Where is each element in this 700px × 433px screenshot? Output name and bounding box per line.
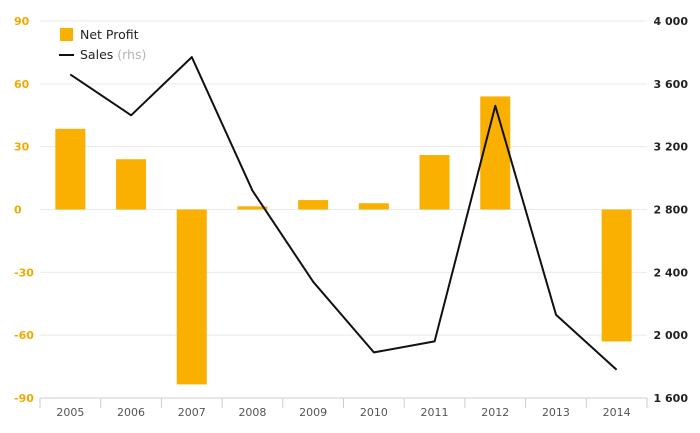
- bar-net-profit: [55, 128, 86, 210]
- sales-line-series: [69, 56, 618, 371]
- y-right-tick-label: 3 200: [654, 141, 689, 154]
- x-tick-label: 2007: [178, 406, 206, 419]
- net-profit-bars: [55, 96, 632, 385]
- bar-net-profit: [480, 96, 511, 210]
- y-right-tick-label: 2 000: [654, 329, 689, 342]
- bar-net-profit: [298, 200, 329, 210]
- bar-net-profit: [358, 203, 389, 210]
- y-left-tick-label: 0: [14, 204, 22, 217]
- y-left-tick-label: 60: [14, 78, 30, 91]
- x-tick-label: 2010: [360, 406, 388, 419]
- x-tick-label: 2009: [299, 406, 327, 419]
- bar-net-profit: [237, 206, 268, 210]
- bar-net-profit: [176, 209, 207, 385]
- legend-net-profit-swatch: [60, 28, 73, 41]
- bar-net-profit: [116, 159, 147, 210]
- y-left-tick-label: -30: [14, 266, 34, 279]
- x-tick-label: 2014: [603, 406, 631, 419]
- y-left-tick-label: 30: [14, 141, 30, 154]
- y-right-tick-label: 3 600: [654, 78, 689, 91]
- y-left-tick-label: -90: [14, 392, 34, 405]
- x-tick-label: 2006: [117, 406, 145, 419]
- legend-net-profit-label: Net Profit: [80, 27, 139, 42]
- y-right-tick-label: 2 800: [654, 204, 689, 217]
- x-tick-label: 2008: [238, 406, 266, 419]
- legend-sales-label: Sales: [80, 47, 113, 62]
- y-left-tick-label: -60: [14, 329, 34, 342]
- y-right-tick-label: 2 400: [654, 266, 689, 279]
- y-right-tick-label: 1 600: [654, 392, 689, 405]
- bar-net-profit: [601, 209, 632, 342]
- axes: 90 60 30 0 -30 -60 -90 4 000 3 600 3 200 2 800 2 40…: [14, 15, 688, 419]
- x-tick-label: 2013: [542, 406, 570, 419]
- x-tick-label: 2005: [56, 406, 84, 419]
- legend: Net Profit Sales (rhs): [59, 27, 146, 62]
- x-tick-label: 2012: [481, 406, 509, 419]
- y-right-tick-label: 4 000: [654, 15, 689, 28]
- y-left-tick-label: 90: [14, 15, 30, 28]
- sales-line: [69, 56, 618, 371]
- legend-sales-text: Sales (rhs): [80, 47, 146, 62]
- legend-sales-unit: (rhs): [117, 47, 146, 62]
- bar-net-profit: [419, 155, 450, 210]
- x-tick-label: 2011: [421, 406, 449, 419]
